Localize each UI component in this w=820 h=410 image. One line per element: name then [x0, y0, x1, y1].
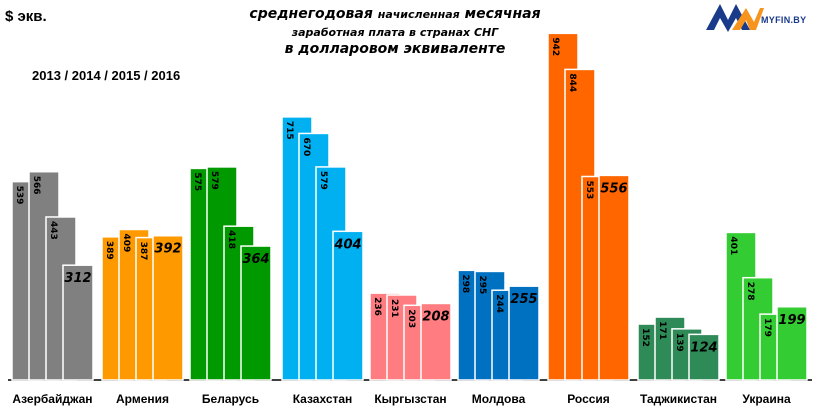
bar	[508, 285, 540, 381]
title-word-2: начисленная	[377, 8, 460, 21]
data-label: 556	[600, 181, 627, 196]
data-label: 179	[762, 318, 772, 337]
data-label: 942	[550, 37, 560, 56]
data-label: 553	[584, 180, 594, 199]
data-label: 401	[728, 236, 738, 255]
title-line-2: заработная плата в странах СНГ	[291, 25, 499, 39]
data-label: 539	[14, 186, 24, 205]
data-label: 387	[138, 242, 148, 261]
title-line-3: в долларовом эквиваленте	[284, 40, 506, 57]
data-label: 295	[477, 275, 487, 294]
data-label: 171	[657, 321, 667, 340]
data-label: 203	[406, 309, 416, 328]
data-label: 566	[31, 176, 41, 195]
data-label: 199	[778, 313, 805, 328]
data-label: 392	[154, 242, 181, 257]
bar	[598, 174, 630, 381]
data-label: 844	[567, 73, 577, 92]
title-word-3: месячная	[464, 6, 541, 22]
bar	[420, 302, 452, 381]
data-label: 208	[422, 309, 449, 324]
data-label: 312	[64, 271, 91, 286]
data-label: 231	[389, 299, 399, 318]
data-label: 236	[372, 297, 382, 316]
chart-title: среднегодовая начисленная месячная зараб…	[225, 6, 565, 58]
bar	[776, 306, 808, 381]
data-label: 298	[460, 274, 470, 293]
data-label: 418	[226, 230, 236, 249]
data-label: 124	[690, 340, 717, 355]
bar	[332, 230, 364, 381]
category-label: Казахстан	[293, 392, 353, 406]
data-label: 443	[48, 221, 58, 240]
data-label: 575	[192, 172, 202, 191]
category-label: Россия	[567, 392, 610, 406]
bar	[62, 264, 94, 381]
data-label: 579	[209, 171, 219, 190]
title-word-1: среднегодовая	[249, 6, 373, 22]
category-label: Беларусь	[202, 392, 259, 406]
title-line-1: среднегодовая начисленная месячная	[225, 6, 565, 23]
years-legend: 2013 / 2014 / 2015 / 2016	[32, 68, 181, 83]
data-label: 278	[745, 282, 755, 301]
category-label: Кыргызстан	[374, 392, 446, 406]
data-label: 715	[284, 121, 294, 140]
data-label: 152	[640, 328, 650, 347]
data-label: 404	[333, 237, 361, 252]
data-label: 579	[318, 171, 328, 190]
category-label: Армения	[116, 392, 169, 406]
bar	[688, 333, 720, 381]
data-label: 364	[242, 252, 269, 267]
category-label: Таджикистан	[640, 392, 717, 406]
data-label: 389	[104, 241, 114, 260]
category-label: Украина	[742, 392, 791, 406]
logo-text: MYFIN.BY	[761, 15, 807, 25]
myfin-logo-icon	[706, 4, 764, 32]
y-unit-label: $ экв.	[5, 8, 47, 25]
data-label: 139	[674, 333, 684, 352]
data-label: 409	[121, 233, 131, 252]
category-label: Молдова	[472, 392, 526, 406]
data-label: 255	[510, 292, 537, 307]
category-label: Азербайджан	[12, 392, 92, 406]
data-label: 244	[494, 294, 504, 313]
bar	[240, 245, 272, 381]
data-label: 670	[301, 137, 311, 156]
bar	[152, 234, 184, 381]
